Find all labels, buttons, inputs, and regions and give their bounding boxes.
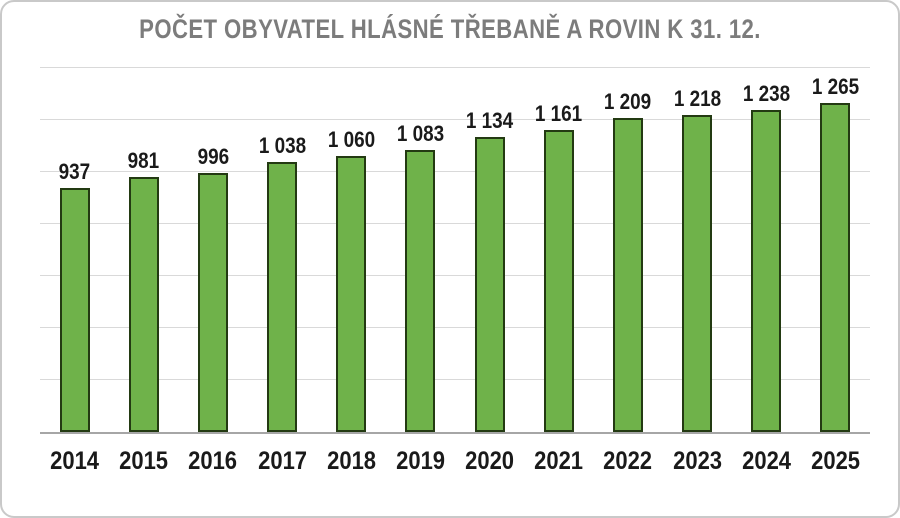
x-axis-label-2022: 2022 (603, 446, 653, 475)
x-axis-label-2014: 2014 (50, 446, 100, 475)
gridline-200 (40, 379, 870, 380)
bar-value-label-2024: 1 238 (742, 81, 790, 107)
bar-slot-2016: 996 (178, 68, 247, 432)
bar-value-label-2025: 1 265 (811, 74, 860, 100)
bar-slot-2024: 1 238 (732, 68, 801, 432)
bar-2022 (612, 117, 643, 432)
bar-value-label-2020: 1 134 (465, 108, 514, 134)
bar-slot-2025: 1 265 (801, 68, 870, 432)
gridline-400 (40, 327, 870, 328)
x-axis-label-2021: 2021 (534, 446, 584, 475)
x-axis-label-2023: 2023 (672, 446, 722, 475)
bar-slot-2015: 981 (109, 68, 178, 432)
bar-value-label-2023: 1 218 (673, 86, 721, 112)
x-axis-label-2017: 2017 (257, 446, 307, 475)
bar-slot-2019: 1 083 (386, 68, 455, 432)
bar-value-label-2018: 1 060 (327, 127, 375, 153)
x-axis-label-2019: 2019 (395, 446, 445, 475)
gridline-1000 (40, 171, 870, 172)
gridline-1400 (40, 67, 870, 68)
bar-2016 (197, 173, 228, 432)
bar-2018 (336, 156, 367, 432)
bar-2023 (682, 115, 713, 432)
x-axis-label-2018: 2018 (326, 446, 376, 475)
bar-slot-2022: 1 209 (593, 68, 662, 432)
bar-slot-2023: 1 218 (663, 68, 732, 432)
chart-title: POČET OBYVATEL HLÁSNÉ TŘEBANĚ A ROVIN K … (139, 14, 761, 44)
bar-slot-2017: 1 038 (248, 68, 317, 432)
bar-2019 (405, 150, 436, 432)
bar-value-label-2021: 1 161 (535, 101, 583, 127)
bar-2021 (543, 130, 574, 432)
gridline-1200 (40, 119, 870, 120)
bar-slot-2014: 937 (40, 68, 109, 432)
gridline-800 (40, 223, 870, 224)
x-axis-label-2016: 2016 (188, 446, 238, 475)
bars-layer: 937 981 996 1 038 1 060 1 083 1 134 1 161 1 209 1… (40, 68, 870, 432)
plot-area: 937 981 996 1 038 1 060 1 083 1 134 1 161 1 209 1… (40, 67, 870, 434)
bar-value-label-2017: 1 038 (258, 133, 306, 159)
bar-value-label-2015: 981 (127, 147, 160, 173)
gridline-600 (40, 275, 870, 276)
bar-slot-2021: 1 161 (524, 68, 593, 432)
bar-value-label-2016: 996 (197, 144, 229, 170)
bar-2024 (751, 110, 782, 432)
bar-value-label-2022: 1 209 (604, 88, 652, 114)
bar-2015 (128, 176, 159, 432)
x-axis-label-2020: 2020 (465, 446, 515, 475)
x-axis-label-2015: 2015 (119, 446, 169, 475)
bar-2020 (474, 137, 505, 432)
bar-2025 (820, 103, 851, 432)
x-axis-labels: 2014 2015 2016 2017 2018 2019 2020 2021 2022 2023… (40, 444, 870, 478)
bar-2017 (267, 162, 298, 432)
x-axis-label-2024: 2024 (741, 446, 791, 475)
bar-slot-2018: 1 060 (317, 68, 386, 432)
bar-2014 (59, 188, 90, 432)
bar-slot-2020: 1 134 (455, 68, 524, 432)
x-axis-label-2025: 2025 (810, 446, 860, 475)
bar-value-label-2019: 1 083 (396, 121, 445, 147)
bar-value-label-2014: 937 (58, 159, 91, 185)
